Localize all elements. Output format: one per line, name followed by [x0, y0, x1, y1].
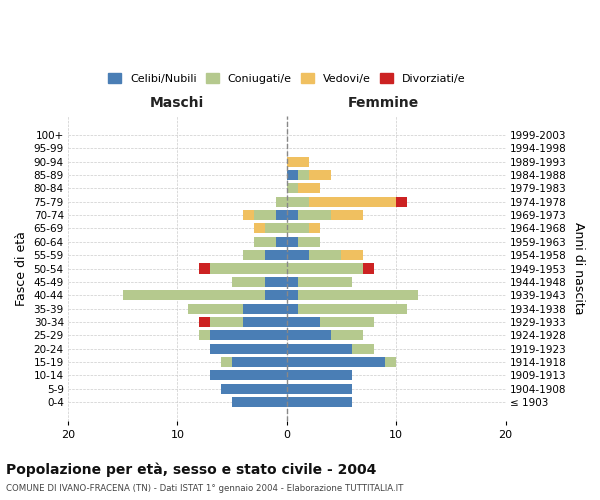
Bar	[232, 277, 265, 287]
Bar	[254, 210, 276, 220]
Text: COMUNE DI IVANO-FRACENA (TN) - Dati ISTAT 1° gennaio 2004 - Elaborazione TUTTITA: COMUNE DI IVANO-FRACENA (TN) - Dati ISTA…	[6, 484, 403, 493]
Bar	[287, 357, 385, 367]
Text: Maschi: Maschi	[150, 96, 205, 110]
Bar	[287, 210, 298, 220]
Bar	[210, 264, 287, 274]
Bar	[287, 370, 352, 380]
Bar	[287, 330, 331, 340]
Bar	[287, 344, 352, 353]
Bar	[276, 237, 287, 247]
Bar	[298, 237, 320, 247]
Bar	[243, 210, 254, 220]
Bar	[199, 330, 210, 340]
Bar	[287, 184, 298, 194]
Bar	[364, 264, 374, 274]
Bar	[210, 344, 287, 353]
Bar	[210, 317, 243, 327]
Bar	[232, 397, 287, 407]
Bar	[287, 304, 298, 314]
Bar	[320, 317, 374, 327]
Bar	[287, 170, 298, 180]
Bar	[287, 290, 298, 300]
Bar	[265, 224, 287, 234]
Bar	[210, 370, 287, 380]
Bar	[199, 264, 210, 274]
Bar	[331, 330, 364, 340]
Bar	[287, 277, 298, 287]
Bar	[243, 304, 287, 314]
Bar	[265, 250, 287, 260]
Bar	[298, 210, 331, 220]
Bar	[276, 196, 287, 206]
Bar	[243, 250, 265, 260]
Bar	[298, 290, 418, 300]
Bar	[265, 290, 287, 300]
Legend: Celibi/Nubili, Coniugati/e, Vedovi/e, Divorziati/e: Celibi/Nubili, Coniugati/e, Vedovi/e, Di…	[108, 73, 466, 84]
Bar	[287, 397, 352, 407]
Text: Popolazione per età, sesso e stato civile - 2004: Popolazione per età, sesso e stato civil…	[6, 462, 376, 477]
Bar	[254, 224, 265, 234]
Bar	[276, 210, 287, 220]
Bar	[221, 384, 287, 394]
Bar	[221, 357, 232, 367]
Bar	[396, 196, 407, 206]
Bar	[232, 357, 287, 367]
Bar	[265, 277, 287, 287]
Bar	[287, 264, 364, 274]
Bar	[210, 330, 287, 340]
Bar	[287, 237, 298, 247]
Bar	[298, 304, 407, 314]
Bar	[287, 384, 352, 394]
Bar	[287, 250, 308, 260]
Bar	[287, 224, 308, 234]
Bar	[188, 304, 243, 314]
Bar	[385, 357, 396, 367]
Bar	[298, 184, 320, 194]
Bar	[341, 250, 364, 260]
Bar	[122, 290, 265, 300]
Y-axis label: Anni di nascita: Anni di nascita	[572, 222, 585, 315]
Bar	[287, 196, 308, 206]
Bar	[308, 196, 396, 206]
Bar	[254, 237, 276, 247]
Text: Femmine: Femmine	[347, 96, 419, 110]
Bar	[298, 170, 308, 180]
Bar	[308, 170, 331, 180]
Bar	[243, 317, 287, 327]
Y-axis label: Fasce di età: Fasce di età	[15, 231, 28, 306]
Bar	[352, 344, 374, 353]
Bar	[287, 156, 308, 166]
Bar	[331, 210, 364, 220]
Bar	[308, 250, 341, 260]
Bar	[287, 317, 320, 327]
Bar	[308, 224, 320, 234]
Bar	[298, 277, 352, 287]
Bar	[199, 317, 210, 327]
